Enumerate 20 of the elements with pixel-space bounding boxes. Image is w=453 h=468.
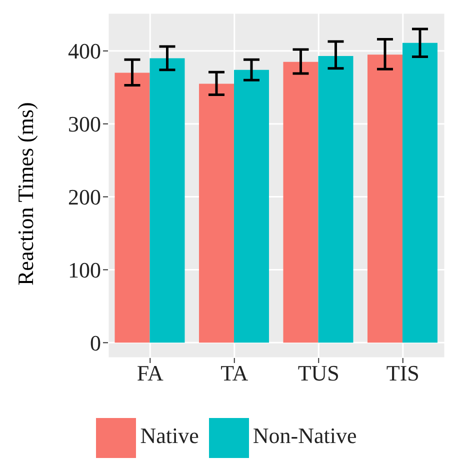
legend-label: Non-Native [252,423,357,448]
x-tick-label: TIS [386,360,420,386]
bar [150,58,185,343]
x-tick-label: TA [220,360,248,386]
y-tick-label: 100 [68,258,101,283]
x-tick-label: TUS [298,360,340,386]
bar [114,72,150,343]
y-axis-title: Reaction Times (ms) [12,102,38,286]
y-tick-label: 0 [90,330,101,356]
bar [318,56,354,343]
y-tick-label: 300 [68,112,101,137]
bar [198,84,234,343]
bar [234,70,269,343]
bar [283,62,318,343]
x-tick-label: FA [136,360,164,386]
legend-label: Native [140,423,199,448]
y-tick-label: 200 [68,184,101,210]
bar [402,42,438,343]
y-tick-label: 400 [68,38,101,64]
bar [367,54,402,343]
